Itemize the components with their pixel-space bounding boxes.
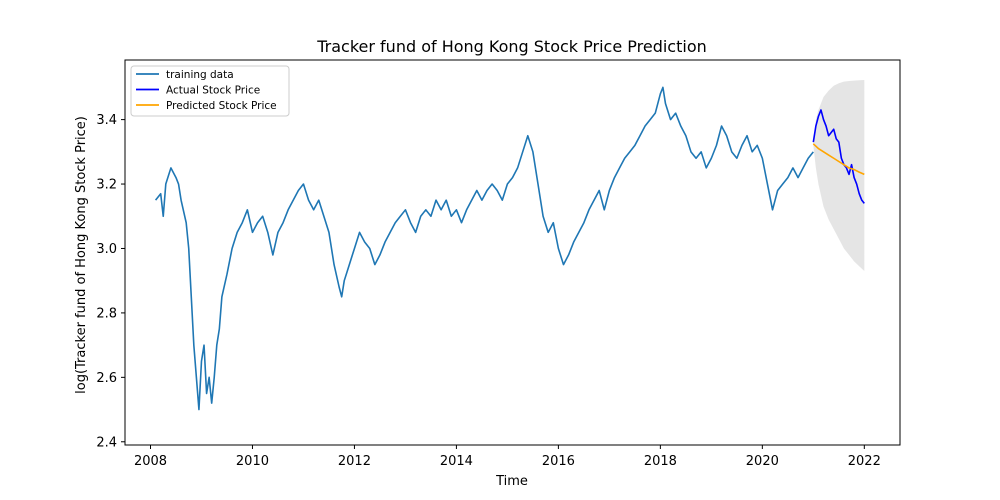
y-tick-label: 3.4 xyxy=(96,113,117,128)
y-tick-label: 2.8 xyxy=(96,306,117,321)
legend-label: Predicted Stock Price xyxy=(166,100,277,112)
y-tick-label: 2.4 xyxy=(96,435,117,450)
y-tick-label: 2.6 xyxy=(96,371,117,386)
x-tick-label: 2016 xyxy=(542,454,575,469)
x-tick-label: 2008 xyxy=(134,454,167,469)
x-tick-label: 2010 xyxy=(236,454,269,469)
legend-box xyxy=(130,65,290,117)
predicted-stock-price-line xyxy=(812,143,865,176)
plot-area: 2008 2010 2012 2014 2016 2018 2020 2022 2.4 2.6 2.… xyxy=(96,59,901,469)
x-tick-label: 2022 xyxy=(848,454,881,469)
x-tick-label: 2014 xyxy=(440,454,473,469)
chart-title: Tracker fund of Hong Kong Stock Price Pr… xyxy=(316,37,707,56)
actual-stock-price-line xyxy=(812,109,865,204)
x-tick-label: 2012 xyxy=(338,454,371,469)
y-axis-title: log(Tracker fund of Hong Kong Stock Pric… xyxy=(74,116,89,394)
y-tick-label: 3.0 xyxy=(96,242,117,257)
x-tick-label: 2018 xyxy=(644,454,677,469)
legend-label: training data xyxy=(166,69,234,81)
legend-label: Actual Stock Price xyxy=(166,84,260,96)
y-tick-label: 3.2 xyxy=(96,178,117,193)
plot-frame xyxy=(124,59,901,446)
training-data-line xyxy=(154,86,814,411)
x-axis-title: Time xyxy=(495,474,528,489)
x-tick-label: 2020 xyxy=(746,454,779,469)
